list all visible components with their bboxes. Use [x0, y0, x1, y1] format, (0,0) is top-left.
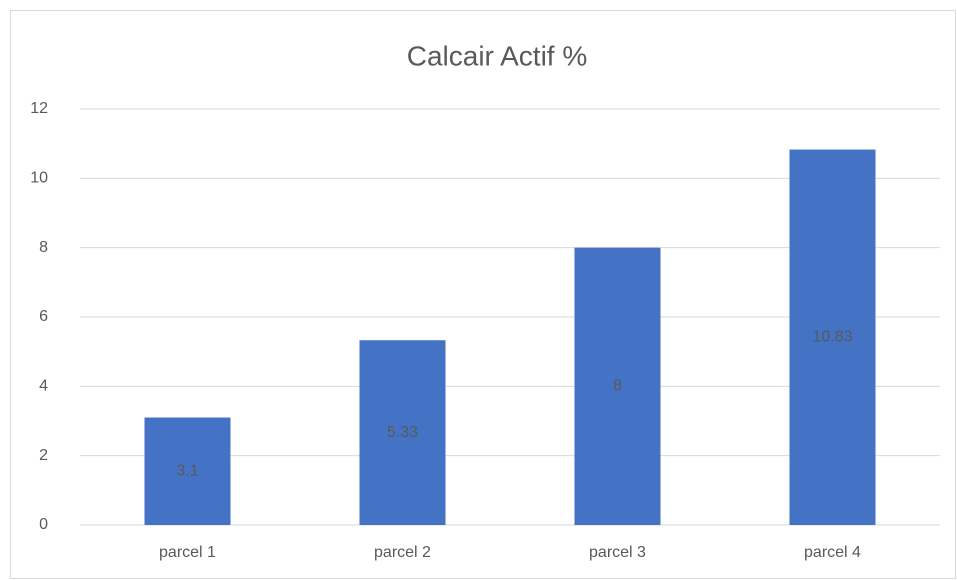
y-tick-label: 12 — [30, 100, 48, 117]
data-label: 5.33 — [387, 424, 418, 441]
data-label: 3.1 — [176, 462, 198, 479]
y-tick-label: 10 — [30, 170, 48, 187]
y-tick-label: 4 — [39, 378, 48, 395]
data-label: 8 — [613, 378, 622, 395]
x-tick-label: parcel 3 — [589, 544, 646, 561]
chart-title: Calcair Actif % — [407, 40, 588, 71]
x-tick-label: parcel 1 — [159, 544, 216, 561]
bar — [359, 340, 446, 525]
y-tick-label: 8 — [39, 239, 48, 256]
data-label: 10.83 — [812, 328, 852, 345]
y-tick-label: 0 — [39, 516, 48, 533]
x-tick-label: parcel 4 — [804, 544, 861, 561]
y-tick-label: 2 — [39, 447, 48, 464]
bar — [144, 417, 231, 525]
bar — [574, 247, 661, 525]
bar — [789, 149, 876, 525]
x-tick-label: parcel 2 — [374, 544, 431, 561]
y-tick-label: 6 — [39, 308, 48, 325]
